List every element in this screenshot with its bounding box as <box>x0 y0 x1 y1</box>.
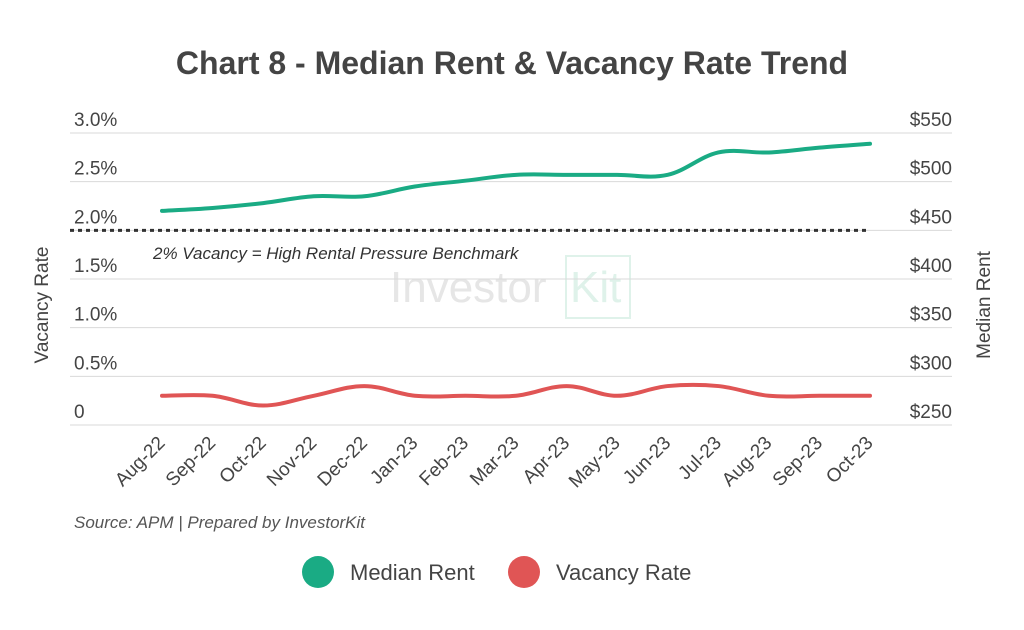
x-tick-label: Dec-22 <box>314 433 372 491</box>
vacancy-rate-point <box>666 384 670 388</box>
left-tick-label: 0 <box>74 402 85 423</box>
vacancy-rate-point <box>716 384 720 388</box>
x-axis-ticks: Aug-22Sep-22Oct-22Nov-22Dec-22Jan-23Feb-… <box>111 433 877 493</box>
x-tick-label: Oct-23 <box>822 433 877 488</box>
x-tick-label: Sep-23 <box>769 433 827 491</box>
legend-swatch-vacancy-rate <box>508 556 540 588</box>
left-axis-ticks: 3.0% 2.5% 2.0% 1.5% 1.0% 0.5% 0 <box>74 110 117 423</box>
median-rent-point <box>767 150 771 154</box>
x-tick-label: Jun-23 <box>619 433 675 489</box>
x-tick-label: Nov-22 <box>263 433 321 491</box>
median-rent-point <box>666 173 670 177</box>
vacancy-rate-point <box>565 384 569 388</box>
right-tick-label: $250 <box>910 402 952 423</box>
left-tick-label: 2.0% <box>74 207 117 228</box>
median-rent-point <box>615 173 619 177</box>
right-tick-label: $400 <box>910 256 952 277</box>
x-tick-label: Aug-22 <box>111 433 169 491</box>
left-tick-label: 2.5% <box>74 159 117 180</box>
gridlines <box>70 132 952 426</box>
right-tick-label: $500 <box>910 159 952 180</box>
x-tick-label: Jan-23 <box>366 433 422 489</box>
median-rent-point <box>160 209 164 213</box>
right-axis-label: Median Rent <box>974 250 995 358</box>
vacancy-rate-point <box>514 394 518 398</box>
left-tick-label: 0.5% <box>74 353 117 374</box>
vacancy-rate-point <box>160 394 164 398</box>
left-tick-label: 1.5% <box>74 256 117 277</box>
source-note: Source: APM | Prepared by InvestorKit <box>74 513 366 532</box>
median-rent-point <box>817 146 821 150</box>
vacancy-rate-point <box>211 394 215 398</box>
right-tick-label: $450 <box>910 207 952 228</box>
left-tick-label: 3.0% <box>74 110 117 131</box>
investorkit-watermark: Investor Kit <box>390 255 631 319</box>
median-rent-point <box>716 150 720 154</box>
vacancy-rate-point <box>615 394 619 398</box>
x-tick-label: Mar-23 <box>466 433 523 490</box>
right-tick-label: $550 <box>910 110 952 131</box>
chart-title: Chart 8 - Median Rent & Vacancy Rate Tre… <box>176 45 848 81</box>
x-tick-label: Feb-23 <box>416 433 473 490</box>
legend-label-median-rent: Median Rent <box>350 560 475 585</box>
median-rent-line <box>160 141 872 213</box>
median-rent-point <box>413 185 417 189</box>
x-tick-label: May-23 <box>565 433 625 493</box>
right-tick-label: $300 <box>910 353 952 374</box>
x-tick-label: Sep-22 <box>162 433 220 491</box>
median-rent-point <box>362 194 366 198</box>
left-tick-label: 1.0% <box>74 305 117 326</box>
median-rent-point <box>514 173 518 177</box>
svg-text:Investor: Investor <box>390 263 547 312</box>
vacancy-rate-point <box>312 394 316 398</box>
left-axis-label: Vacancy Rate <box>32 247 53 364</box>
vacancy-rate-point <box>817 394 821 398</box>
legend: Median Rent Vacancy Rate <box>302 556 691 588</box>
benchmark-label: 2% Vacancy = High Rental Pressure Benchm… <box>152 244 520 263</box>
vacancy-rate-point <box>868 394 872 398</box>
median-rent-point <box>312 194 316 198</box>
vacancy-rate-point <box>261 404 265 408</box>
median-rent-point <box>868 142 872 146</box>
median-rent-point <box>211 206 215 210</box>
right-tick-label: $350 <box>910 305 952 326</box>
legend-label-vacancy-rate: Vacancy Rate <box>556 560 691 585</box>
legend-swatch-median-rent <box>302 556 334 588</box>
x-tick-label: Oct-22 <box>216 433 271 488</box>
svg-text:Kit: Kit <box>570 263 621 312</box>
vacancy-rate-point <box>767 394 771 398</box>
vacancy-rate-point <box>362 384 366 388</box>
x-tick-label: Aug-23 <box>718 433 776 491</box>
median-rent-point <box>261 201 265 205</box>
median-rent-point <box>565 173 569 177</box>
vacancy-rate-point <box>463 394 467 398</box>
median-rent-point <box>463 179 467 183</box>
right-axis-ticks: $550 $500 $450 $400 $350 $300 $250 <box>910 110 952 423</box>
vacancy-rate-point <box>413 394 417 398</box>
series <box>160 141 872 408</box>
